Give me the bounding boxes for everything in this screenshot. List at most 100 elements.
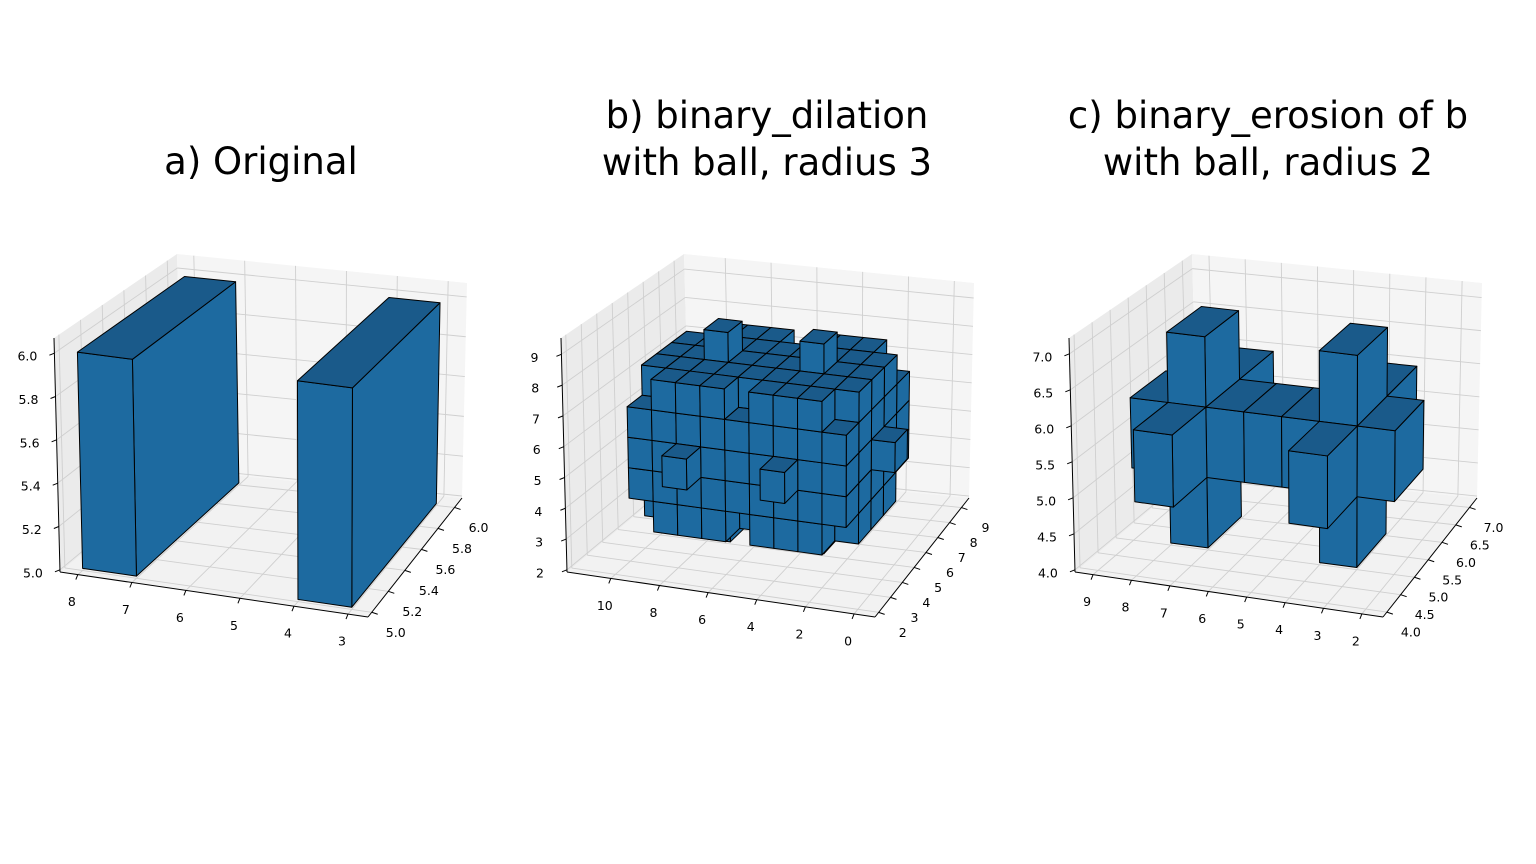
y-gridline <box>565 334 573 569</box>
x-axis-line <box>566 571 876 618</box>
x-tick-mark <box>183 590 187 596</box>
voxel-front-face <box>821 431 847 467</box>
x-gridline <box>185 481 298 591</box>
x-gridline <box>295 265 298 482</box>
z-tick-mark <box>54 569 61 573</box>
z-tick-label: 3 <box>535 535 543 550</box>
voxel-front-face <box>799 340 825 375</box>
x-tick-mark <box>656 585 660 591</box>
x-tick-label: 5 <box>1237 617 1245 632</box>
z-gridline <box>54 267 178 354</box>
voxel-front-face <box>650 409 677 445</box>
y-gridline <box>596 313 604 543</box>
x-gridline <box>1323 492 1424 609</box>
z-tick-mark <box>53 526 60 529</box>
x-gridline <box>244 260 249 477</box>
voxel-front-face <box>772 394 799 430</box>
z-tick-label: 5.5 <box>1035 457 1055 472</box>
voxel <box>700 476 727 512</box>
z-tick-label: 2 <box>536 565 544 580</box>
x-tick-label: 2 <box>1352 633 1360 648</box>
y-tick-mark <box>902 581 909 585</box>
voxel-front-face <box>870 439 896 474</box>
voxel-top-face <box>834 376 873 393</box>
voxel <box>699 415 726 451</box>
x-tick-mark <box>754 599 758 605</box>
z-tick-label: 6.5 <box>1033 385 1053 400</box>
x-tick-mark <box>1321 608 1324 614</box>
y-tick-label: 4.0 <box>1401 625 1421 640</box>
voxel-top-face <box>1318 322 1389 356</box>
voxel-front-face <box>699 415 726 451</box>
panel-a-title: a) Original <box>164 140 358 183</box>
z-gridline <box>1070 301 1194 391</box>
y-tick-mark <box>1428 559 1435 563</box>
y-gridline <box>1079 567 1387 613</box>
y-tick-mark <box>925 552 933 555</box>
x-tick-mark <box>1244 596 1248 603</box>
y-gridline <box>1073 334 1081 568</box>
voxel-front-face <box>661 455 688 491</box>
voxels <box>1129 306 1425 568</box>
voxel-front-face <box>797 489 823 525</box>
voxel <box>703 317 743 363</box>
voxel <box>627 467 654 502</box>
z-tick-label: 5.2 <box>22 522 42 537</box>
voxel <box>772 425 799 461</box>
z-gridline <box>1193 301 1481 332</box>
x-tick-mark <box>129 582 133 588</box>
y-gridline <box>58 334 66 568</box>
voxel <box>675 412 702 448</box>
y-tick-label: 6.0 <box>1456 555 1476 570</box>
x-tick-label: 3 <box>1313 628 1321 643</box>
y-tick-mark <box>371 611 378 615</box>
voxel-front-face <box>797 459 823 495</box>
x-tick-label: 6 <box>176 610 184 625</box>
z-gridline <box>1192 268 1482 299</box>
voxel <box>797 428 823 464</box>
x-tick-label: 3 <box>338 634 346 649</box>
voxel-front-face <box>797 520 823 556</box>
y-tick-label: 5 <box>934 580 942 595</box>
voxel-front-face <box>700 507 727 543</box>
z-tick-mark <box>1065 389 1071 393</box>
y-tick-label: 9 <box>981 520 989 535</box>
voxel <box>748 422 774 457</box>
voxel-front-face <box>796 397 823 433</box>
voxel-top-face <box>1166 306 1240 338</box>
y-tick-label: 6 <box>946 565 954 580</box>
x-gridline <box>1457 281 1463 497</box>
x-tick-label: 8 <box>1121 600 1129 615</box>
y-tick-mark <box>437 527 445 531</box>
x-tick-label: 4 <box>1275 622 1283 637</box>
x-tick-mark <box>608 578 612 584</box>
x-tick-mark <box>75 574 79 580</box>
voxel-top-face <box>76 275 237 360</box>
z-tick-mark <box>49 352 55 356</box>
y-tick-mark <box>878 611 885 615</box>
y-tick-label: 8 <box>970 535 978 550</box>
y-gridline <box>1098 552 1401 596</box>
y-tick-mark <box>1386 611 1394 615</box>
y-tick-mark <box>1400 594 1407 598</box>
voxel-front-face <box>1356 425 1396 503</box>
y-tick-mark <box>454 506 461 510</box>
voxel <box>821 482 860 529</box>
x-gridline <box>1361 495 1459 615</box>
z-tick-mark <box>52 482 58 486</box>
x-tick-label: 8 <box>68 594 76 609</box>
voxel <box>652 500 679 536</box>
z-tick-label: 5.0 <box>1036 493 1056 508</box>
z-tick-label: 4.0 <box>1038 565 1058 580</box>
voxel-front-face <box>674 382 701 417</box>
y-tick-label: 6.5 <box>1470 537 1490 552</box>
y-gridline <box>580 324 588 556</box>
y-gridline <box>1091 322 1099 553</box>
z-tick-label: 5.8 <box>19 392 39 407</box>
voxel-front-face <box>676 504 703 539</box>
voxels <box>76 275 441 608</box>
x-tick-mark <box>1205 591 1209 597</box>
voxel-front-face <box>748 391 774 427</box>
voxel-front-face <box>773 517 799 553</box>
